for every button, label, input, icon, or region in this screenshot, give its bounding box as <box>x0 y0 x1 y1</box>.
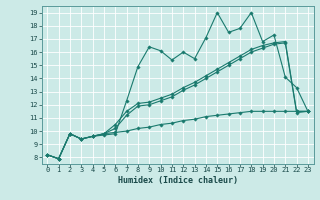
X-axis label: Humidex (Indice chaleur): Humidex (Indice chaleur) <box>118 176 237 185</box>
